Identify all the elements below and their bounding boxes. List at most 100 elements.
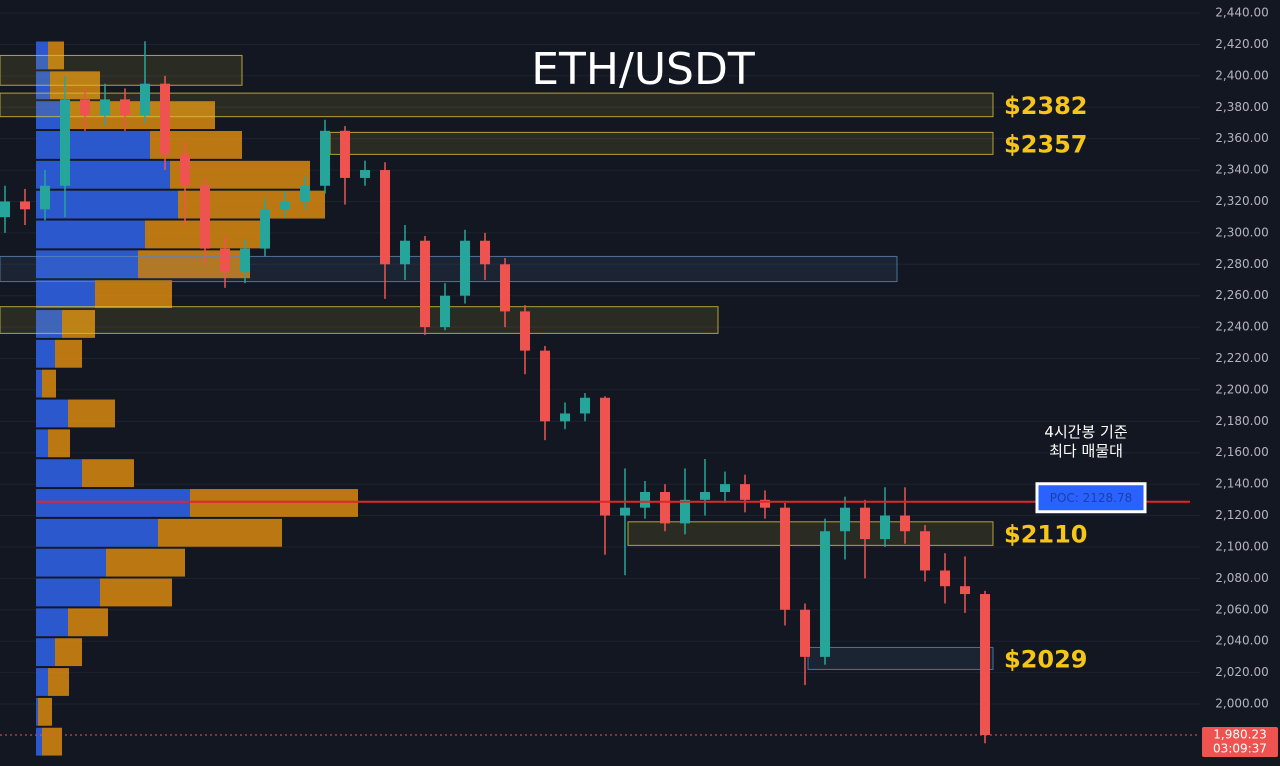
candle-body [620, 507, 630, 516]
profile-sell [68, 399, 115, 428]
countdown-label: 03:09:37 [1213, 742, 1267, 756]
candle-body [0, 201, 10, 218]
y-tick-label: 2,420.00 [1215, 37, 1268, 51]
profile-sell [170, 160, 310, 189]
candle-body [780, 507, 790, 610]
profile-sell [95, 280, 172, 309]
candle-body [800, 609, 810, 657]
candle-body [120, 99, 130, 116]
candle-body [980, 594, 990, 736]
candle-body [500, 264, 510, 312]
y-tick-label: 2,400.00 [1215, 68, 1268, 82]
profile-buy [36, 638, 55, 667]
candle-body [100, 99, 110, 116]
zone [627, 521, 994, 546]
profile-sell [42, 727, 62, 756]
candle-body [200, 185, 210, 249]
candle-body [80, 99, 90, 116]
candle-body [600, 397, 610, 516]
y-tick-label: 2,060.00 [1215, 602, 1268, 616]
profile-buy [36, 280, 95, 309]
y-tick-label: 2,220.00 [1215, 351, 1268, 365]
profile-sell [82, 459, 134, 488]
y-tick-label: 2,440.00 [1215, 6, 1268, 20]
candle-body [360, 170, 370, 178]
y-tick-label: 2,240.00 [1215, 320, 1268, 334]
profile-buy [36, 369, 42, 398]
profile-sell [42, 369, 56, 398]
candle-body [480, 240, 490, 265]
candle-body [960, 586, 970, 595]
candle-body [160, 83, 170, 155]
y-tick-label: 2,040.00 [1215, 634, 1268, 648]
profile-buy [36, 160, 170, 189]
candle-body [180, 154, 190, 186]
y-tick-label: 2,160.00 [1215, 445, 1268, 459]
y-tick-label: 2,320.00 [1215, 194, 1268, 208]
profile-buy [36, 250, 138, 279]
y-tick-label: 2,080.00 [1215, 571, 1268, 585]
candle-body [240, 248, 250, 273]
y-tick-label: 2,340.00 [1215, 163, 1268, 177]
candle-body [940, 570, 950, 587]
profile-buy [36, 131, 150, 159]
candle-body [720, 484, 730, 492]
zone-label: $2382 [1004, 92, 1088, 120]
profile-buy [36, 578, 100, 607]
candle-body [660, 491, 670, 524]
y-tick-label: 2,100.00 [1215, 539, 1268, 553]
candle-body [460, 240, 470, 296]
poc-note: 최다 매물대 [1049, 442, 1123, 460]
candle-body [420, 240, 430, 328]
candle-body [40, 185, 50, 210]
candle-body [260, 209, 270, 249]
zone [807, 646, 994, 670]
candle-body [280, 201, 290, 210]
chart-title: ETH/USDT [531, 44, 755, 95]
candle-body [60, 99, 70, 186]
profile-sell [106, 548, 185, 577]
candle-body [400, 240, 410, 265]
y-tick-label: 2,360.00 [1215, 131, 1268, 145]
y-tick-label: 2,260.00 [1215, 288, 1268, 302]
zone [0, 92, 994, 118]
candle-body [220, 248, 230, 273]
profile-buy [36, 190, 178, 219]
profile-buy [36, 668, 48, 696]
profile-buy [36, 548, 106, 577]
profile-buy [36, 727, 42, 756]
candle-body [760, 499, 770, 508]
y-tick-label: 2,300.00 [1215, 225, 1268, 239]
y-tick-label: 2,120.00 [1215, 508, 1268, 522]
candle-body [320, 130, 330, 186]
profile-buy [36, 339, 55, 368]
poc-note: 4시간봉 기준 [1044, 423, 1128, 441]
candle-body [580, 397, 590, 414]
profile-sell [55, 339, 82, 368]
profile-buy [36, 608, 68, 637]
candle-body [640, 491, 650, 508]
profile-sell [158, 518, 282, 547]
profile-buy [36, 429, 48, 458]
y-tick-label: 2,140.00 [1215, 477, 1268, 491]
profile-buy [36, 697, 38, 726]
candle-body [20, 201, 30, 210]
profile-buy [36, 518, 158, 547]
candle-body [880, 515, 890, 540]
y-tick-label: 2,020.00 [1215, 665, 1268, 679]
zone-label: $2110 [1004, 521, 1088, 549]
candle-body [740, 484, 750, 500]
y-tick-label: 2,380.00 [1215, 100, 1268, 114]
last-price-label: 1,980.23 [1213, 728, 1266, 742]
profile-buy [36, 459, 82, 488]
profile-buy [36, 399, 68, 428]
y-tick-label: 2,200.00 [1215, 382, 1268, 396]
zone-label: $2029 [1004, 645, 1088, 673]
candle-body [700, 491, 710, 500]
zone [0, 306, 719, 334]
poc-label: POC: 2128.78 [1050, 491, 1133, 505]
zone [0, 54, 243, 86]
zone-label: $2357 [1004, 130, 1088, 158]
candle-body [140, 83, 150, 116]
profile-sell [55, 638, 82, 667]
